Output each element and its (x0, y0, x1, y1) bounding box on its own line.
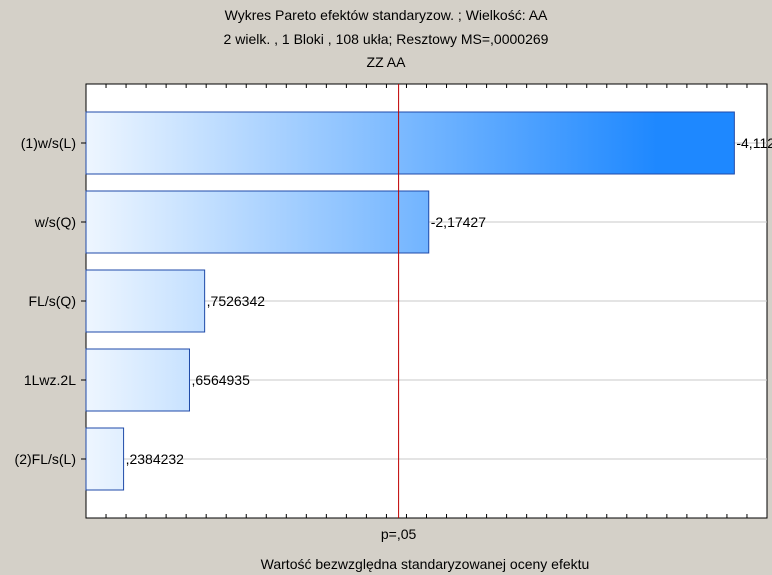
x-axis-label: Wartość bezwzględna standaryzowanej ocen… (261, 556, 590, 572)
bar-4 (85, 427, 125, 491)
chart-title-line-1: Wykres Pareto efektów standaryzow. ; Wie… (225, 7, 548, 23)
chart-title-line-2: 2 wielk. , 1 Bloki , 108 ukła; Resztowy … (224, 31, 549, 47)
reference-line-label: p=,05 (381, 526, 417, 542)
bar-1 (85, 190, 430, 254)
value-label: ,2384232 (126, 451, 185, 467)
category-label: (1)w/s(L) (21, 135, 76, 151)
value-label: ,6564935 (191, 372, 250, 388)
category-labels: (1)w/s(L) w/s(Q) FL/s(Q) 1Lwz.2L (2)FL/s(L) (15, 135, 77, 467)
category-label: w/s(Q) (34, 214, 76, 230)
bar-0 (85, 111, 735, 175)
category-label: FL/s(Q) (29, 293, 76, 309)
bar-2 (85, 269, 206, 333)
value-label: -2,17427 (431, 214, 486, 230)
value-labels: -4,11295 -2,17427 ,7526342 ,6564935 ,2384232 (126, 135, 772, 467)
value-label: ,7526342 (207, 293, 266, 309)
chart-title-line-3: ZZ AA (367, 54, 407, 70)
category-label: 1Lwz.2L (24, 372, 76, 388)
value-label: -4,11295 (736, 135, 772, 151)
category-label: (2)FL/s(L) (15, 451, 76, 467)
bar-3 (85, 348, 190, 412)
axis-ticks (81, 84, 748, 518)
